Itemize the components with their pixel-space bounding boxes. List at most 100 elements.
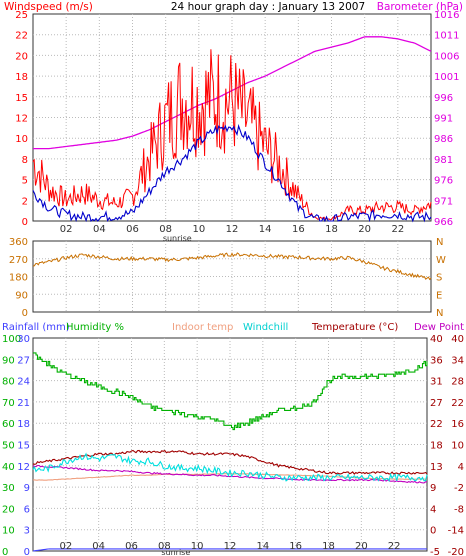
baro-tick-label: 1016 — [434, 10, 459, 21]
wind-tick-label: 2 — [22, 196, 28, 207]
hour-label: 10 — [191, 541, 204, 552]
chart-title: 24 hour graph day : January 13 2007 — [171, 1, 365, 13]
hour-label: 14 — [256, 541, 269, 552]
humidity-tick-label: 60 — [2, 419, 15, 430]
hour-label: 20 — [358, 224, 371, 235]
hour-label: 18 — [322, 541, 335, 552]
temp-tick-label-right: -8 — [454, 504, 464, 515]
hour-label: 10 — [192, 224, 205, 235]
direction-tick-label: 180 — [9, 273, 28, 284]
rainfall-tick-label: 9 — [24, 483, 30, 494]
barometer-label: Barometer (hPa) — [377, 1, 463, 13]
baro-tick-label: 1001 — [434, 72, 459, 83]
temp-tick-label: -5 — [430, 547, 440, 556]
hour-label: 22 — [388, 541, 401, 552]
temp-tick-label-right: 22 — [451, 398, 464, 409]
rainfall-label: Rainfall (mm) — [2, 322, 70, 333]
temp-tick-label-right: 16 — [451, 419, 464, 430]
baro-tick-label: 991 — [434, 114, 453, 125]
baro-tick-label: 996 — [434, 93, 453, 104]
humidity-tick-label: 90 — [2, 355, 15, 366]
hour-label: 02 — [60, 224, 73, 235]
hour-label: 02 — [59, 541, 72, 552]
rainfall-tick-label: 6 — [24, 504, 30, 515]
rainfall-tick-label: 27 — [17, 355, 30, 366]
windchill-label: Windchill — [243, 322, 288, 333]
temp-tick-label-right: -14 — [448, 526, 464, 537]
dewpoint-line — [32, 464, 428, 484]
sunrise-label: sunrise — [161, 548, 190, 556]
indoor-temp-label: Indoor temp — [172, 322, 233, 333]
baro-tick-label: 971 — [434, 196, 453, 207]
wind-tick-label: 12 — [15, 114, 28, 125]
rainfall-tick-label: 0 — [24, 547, 30, 556]
wind-tick-label: 22 — [15, 31, 28, 42]
windspeed-label: Windspeed (m/s) — [4, 1, 93, 13]
rainfall-tick-label: 24 — [17, 377, 30, 388]
compass-label: N — [436, 308, 443, 319]
hour-label: 22 — [391, 224, 404, 235]
baro-tick-label: 976 — [434, 176, 453, 187]
temp-tick-label-right: 34 — [451, 355, 464, 366]
wind-tick-label: 8 — [22, 155, 28, 166]
rainfall-tick-label: 12 — [17, 462, 30, 473]
temperature-line — [32, 449, 428, 475]
rainfall-line — [32, 548, 427, 552]
direction-tick-label: 0 — [22, 308, 28, 319]
compass-label: S — [436, 273, 442, 284]
humidity-label: Humidity % — [66, 322, 124, 333]
baro-tick-label: 981 — [434, 155, 453, 166]
wind-tick-label: 5 — [22, 176, 28, 187]
temp-tick-label: 27 — [430, 398, 443, 409]
wind-tick-label: 10 — [15, 134, 28, 145]
hour-label: 04 — [92, 541, 105, 552]
temp-tick-label: 31 — [430, 377, 443, 388]
hour-label: 08 — [158, 541, 171, 552]
temp-tick-label: 0 — [430, 526, 436, 537]
rainfall-tick-label: 15 — [17, 441, 30, 452]
temp-tick-label: 40 — [430, 334, 443, 345]
wind-direction-line — [32, 252, 432, 281]
panel3-legend: Rainfall (mm) Humidity % Indoor temp Win… — [2, 322, 464, 333]
baro-tick-label: 986 — [434, 134, 453, 145]
hour-label: 18 — [325, 224, 338, 235]
humidity-line — [33, 352, 428, 431]
dewpoint-label: Dew Point — [414, 322, 464, 333]
temp-tick-label-right: 4 — [458, 462, 464, 473]
temp-tick-label: 9 — [430, 483, 436, 494]
humidity-tick-label: 0 — [2, 547, 8, 556]
humidity-tick-label: 30 — [2, 483, 15, 494]
wind-tick-label: 15 — [15, 93, 28, 104]
rainfall-tick-label: 18 — [17, 419, 30, 430]
hour-label: 16 — [289, 541, 302, 552]
humidity-tick-label: 20 — [2, 504, 15, 515]
hour-label: 12 — [224, 541, 237, 552]
wind-tick-label: 0 — [22, 217, 28, 228]
temp-tick-label: 22 — [430, 419, 443, 430]
temp-tick-label: 36 — [430, 355, 443, 366]
temp-tick-label-right: 40 — [451, 334, 464, 345]
hour-label: 14 — [259, 224, 272, 235]
direction-tick-label: 270 — [9, 255, 28, 266]
humidity-tick-label: 50 — [2, 441, 15, 452]
hour-label: 12 — [226, 224, 239, 235]
baro-tick-label: 1006 — [434, 51, 459, 62]
hour-label: 04 — [93, 224, 106, 235]
rainfall-tick-label: 3 — [24, 526, 30, 537]
windchill-line — [32, 452, 428, 483]
baro-tick-label: 1011 — [434, 31, 459, 42]
hour-label: 06 — [126, 224, 139, 235]
baro-tick-label: 966 — [434, 217, 453, 228]
temp-tick-label-right: 10 — [451, 441, 464, 452]
compass-label: N — [436, 237, 443, 248]
direction-tick-label: 360 — [9, 237, 28, 248]
hour-label: 20 — [355, 541, 368, 552]
temp-tick-label-right: 28 — [451, 377, 464, 388]
hour-label: 06 — [125, 541, 138, 552]
sunrise-label: sunrise — [163, 234, 192, 243]
wind-tick-label: 18 — [15, 72, 28, 83]
rainfall-tick-label: 21 — [17, 398, 30, 409]
